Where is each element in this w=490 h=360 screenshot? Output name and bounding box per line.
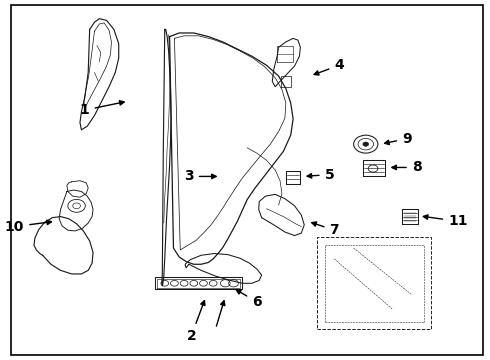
Text: 5: 5 (307, 168, 334, 182)
Text: 6: 6 (236, 290, 262, 309)
Text: 3: 3 (184, 170, 216, 183)
Text: 10: 10 (5, 220, 51, 234)
Circle shape (363, 142, 368, 146)
Text: 9: 9 (385, 132, 412, 146)
Text: 11: 11 (423, 214, 467, 228)
Text: 2: 2 (187, 301, 205, 343)
Text: 8: 8 (392, 161, 421, 175)
Text: 4: 4 (314, 58, 344, 75)
Text: 1: 1 (80, 101, 124, 117)
Text: 7: 7 (312, 222, 339, 237)
